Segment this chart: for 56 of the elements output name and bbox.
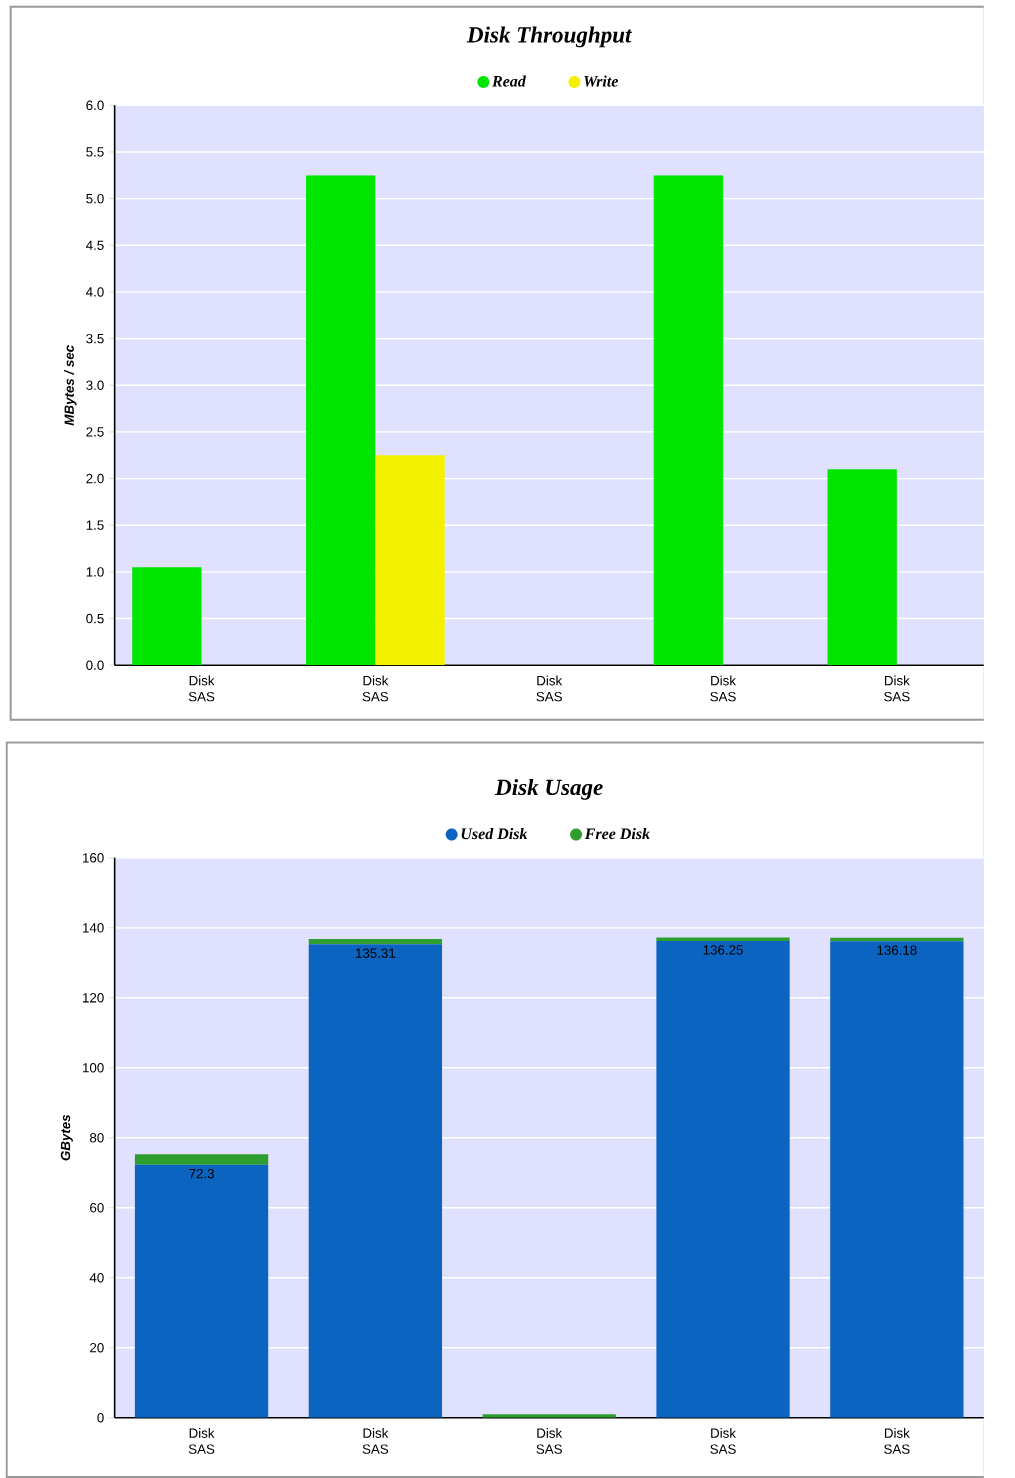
bar: [132, 567, 202, 666]
x-tick-label: Disk SAS: [362, 675, 389, 702]
y-tick-label: 160: [83, 853, 104, 863]
y-tick-label: 4.5: [86, 240, 104, 250]
y-tick-label: 0: [97, 1412, 104, 1423]
bar: [656, 940, 790, 1418]
y-tick-label: 2.5: [86, 427, 104, 437]
x-tick-label: Disk SAS: [884, 1428, 910, 1454]
bar: [308, 938, 443, 945]
y-tick-label: 140: [83, 923, 104, 933]
x-tick-label: Disk SAS: [710, 1428, 737, 1454]
x-tick-label: Disk SAS: [536, 675, 563, 702]
legend-label: Read: [492, 75, 527, 87]
y-tick-label: 5.5: [86, 147, 104, 157]
y-axis-title: GBytes: [60, 1114, 73, 1161]
legend-label: Free Disk: [584, 827, 651, 840]
bar: [375, 455, 445, 666]
data-label: 136.18: [877, 945, 917, 955]
data-label: 136.25: [703, 945, 743, 955]
y-tick-label: 3.0: [86, 380, 104, 390]
bar: [134, 1154, 269, 1165]
legend-label: Used Disk: [461, 827, 528, 840]
y-tick-label: 60: [90, 1203, 104, 1213]
bar: [134, 1164, 269, 1418]
x-tick-label: Disk SAS: [884, 675, 910, 702]
y-tick-label: 3.5: [86, 333, 104, 344]
bar: [308, 944, 443, 1418]
y-tick-label: 40: [89, 1273, 104, 1283]
y-tick-label: 100: [83, 1063, 104, 1073]
x-tick-label: Disk SAS: [188, 675, 215, 702]
y-tick-label: 4.0: [86, 287, 104, 297]
x-tick-label: Disk SAS: [710, 675, 737, 702]
y-tick-label: 0.5: [86, 613, 104, 624]
y-axis-title: MBytes / sec: [64, 345, 77, 426]
x-tick-label: Disk SAS: [362, 1428, 389, 1454]
legend-label: Write: [584, 75, 619, 87]
bar: [653, 175, 724, 666]
y-tick-label: 1.0: [86, 567, 104, 577]
y-tick-label: 120: [83, 993, 104, 1003]
chart-title: Disk Throughput: [466, 26, 633, 48]
bar: [306, 175, 376, 666]
y-tick-label: 80: [90, 1133, 104, 1143]
y-tick-label: 1.5: [86, 520, 104, 530]
data-label: 135.31: [356, 948, 396, 958]
y-tick-label: 2.0: [86, 473, 104, 484]
bar: [656, 937, 790, 941]
bar: [827, 469, 897, 666]
data-label: 72.3: [189, 1168, 215, 1179]
y-tick-label: 0.0: [86, 660, 104, 670]
chart-title: Disk Usage: [495, 778, 603, 800]
x-tick-label: Disk SAS: [536, 1428, 563, 1454]
y-tick-label: 6.0: [86, 100, 104, 111]
y-tick-label: 5.0: [86, 193, 104, 204]
y-tick-label: 20: [90, 1342, 104, 1353]
x-tick-label: Disk SAS: [188, 1428, 215, 1454]
bar: [830, 941, 964, 1418]
